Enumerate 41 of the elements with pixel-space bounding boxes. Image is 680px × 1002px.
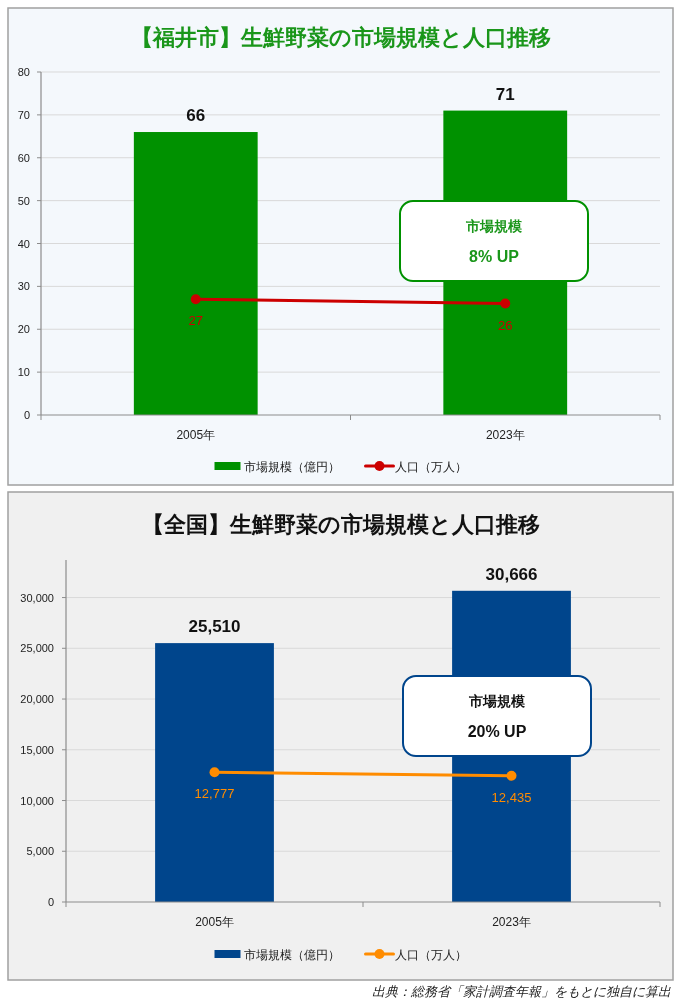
y-tick-label: 30,000 xyxy=(20,591,54,604)
x-tick-label: 2023年 xyxy=(485,428,525,442)
y-tick-label: 40 xyxy=(17,237,30,250)
legend-label: 人口（万人） xyxy=(394,460,467,474)
annotation: 市場規模 xyxy=(465,218,523,234)
data-label: 71 xyxy=(495,84,515,104)
data-label: 12,777 xyxy=(194,786,235,802)
x-tick-label: 2005年 xyxy=(176,428,216,442)
callout-box: 市場規模 20% UP xyxy=(402,675,592,757)
chart-title: 【全国】生鮮野菜の市場規模と人口推移 xyxy=(141,512,540,537)
y-tick-label: 0 xyxy=(47,896,54,908)
chart-title: 【福井市】生鮮野菜の市場規模と人口推移 xyxy=(130,25,551,50)
data-label: 25,510 xyxy=(188,617,241,637)
y-tick-label: 70 xyxy=(17,108,30,121)
y-tick-label: 25,000 xyxy=(20,642,54,655)
annotation: 20% UP xyxy=(467,723,527,740)
data-label: 30,666 xyxy=(485,564,538,584)
y-tick-label: 15,000 xyxy=(20,743,54,756)
source-note: 出典：総務省「家計調査年報」をもとに独自に算出 xyxy=(372,984,671,999)
x-tick-label: 2023年 xyxy=(492,915,531,929)
y-tick-label: 60 xyxy=(17,151,30,164)
x-tick-label: 2005年 xyxy=(195,915,234,929)
y-tick-label: 10,000 xyxy=(20,794,54,807)
y-tick-label: 80 xyxy=(17,66,30,78)
y-tick-label: 10 xyxy=(17,366,30,379)
annotation: 8% UP xyxy=(469,248,520,265)
y-tick-label: 20,000 xyxy=(20,693,54,706)
data-label: 66 xyxy=(186,106,206,126)
data-label: 26 xyxy=(498,317,513,333)
legend-label: 人口（万人） xyxy=(394,948,467,962)
y-tick-label: 20 xyxy=(17,323,30,336)
y-tick-label: 50 xyxy=(17,194,30,207)
legend-label: 市場規模（億円） xyxy=(243,460,340,474)
y-tick-label: 5,000 xyxy=(26,845,54,858)
annotation: 市場規模 xyxy=(468,693,526,709)
data-label: 12,435 xyxy=(491,789,532,805)
callout-box: 市場規模 8% UP xyxy=(399,200,589,282)
data-label: 27 xyxy=(188,313,203,329)
y-tick-label: 30 xyxy=(17,280,30,293)
y-tick-label: 0 xyxy=(23,409,30,421)
legend-label: 市場規模（億円） xyxy=(243,948,340,962)
